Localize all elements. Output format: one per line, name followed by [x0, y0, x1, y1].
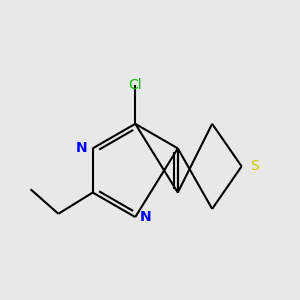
- Text: N: N: [76, 141, 88, 155]
- Text: Cl: Cl: [128, 78, 142, 92]
- Text: N: N: [140, 210, 152, 224]
- Text: S: S: [250, 159, 259, 173]
